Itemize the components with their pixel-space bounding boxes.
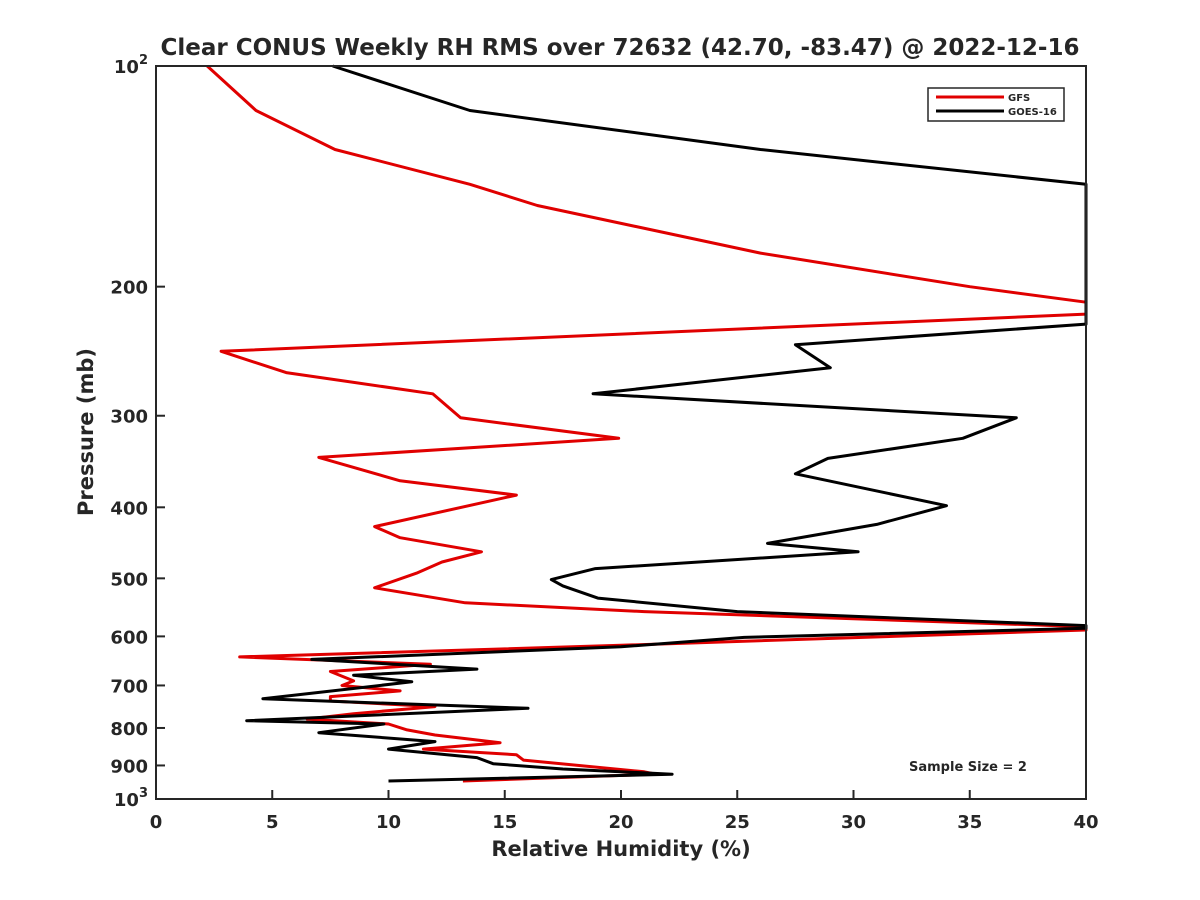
x-axis: 0 5 10 15 20 25 30 35 40 (150, 790, 1099, 833)
legend-label: GFS (1008, 93, 1030, 104)
y-tick-label: 200 (110, 278, 148, 299)
legend-label: GOES-16 (1008, 107, 1057, 118)
y-tick-label: 700 (110, 676, 148, 697)
y-tick-label: 600 (110, 627, 148, 648)
y-tick-label-base: 900 (110, 756, 148, 777)
y-tick-label: 103 (114, 786, 148, 811)
y-tick-label: 400 (110, 498, 148, 519)
y-tick-label: 800 (110, 719, 148, 740)
x-tick-label: 5 (266, 812, 279, 833)
y-tick-label: 102 (114, 53, 148, 78)
y-tick-label-base: 500 (110, 569, 148, 590)
y-tick-label-base: 10 (114, 790, 139, 811)
y-tick-label-base: 10 (114, 57, 139, 78)
y-tick-label-base: 400 (110, 498, 148, 519)
y-tick-label: 900 (110, 756, 148, 777)
x-tick-label: 20 (608, 812, 633, 833)
x-tick-label: 15 (492, 812, 517, 833)
y-tick-label: 300 (110, 407, 148, 428)
y-tick-label-base: 800 (110, 719, 148, 740)
y-tick-label-base: 700 (110, 676, 148, 697)
y-tick-label-exponent: 2 (139, 53, 148, 68)
x-tick-label: 30 (841, 812, 866, 833)
x-tick-label: 25 (725, 812, 750, 833)
x-axis-label: Relative Humidity (%) (491, 837, 750, 861)
x-tick-label: 35 (957, 812, 982, 833)
sample-size-annotation: Sample Size = 2 (909, 760, 1027, 775)
legend: GFS GOES-16 (927, 87, 1065, 122)
y-tick-label-base: 600 (110, 627, 148, 648)
y-axis-label: Pressure (mb) (74, 348, 98, 516)
y-tick-label-base: 300 (110, 407, 148, 428)
y-tick-label-exponent: 3 (139, 786, 148, 801)
x-tick-label: 10 (376, 812, 401, 833)
x-tick-label: 40 (1073, 812, 1098, 833)
x-tick-label: 0 (150, 812, 163, 833)
y-tick-label-base: 200 (110, 278, 148, 299)
legend-box (927, 87, 1065, 122)
series-line-goes-16 (245, 64, 1088, 783)
y-tick-label: 500 (110, 569, 148, 590)
chart-title: Clear CONUS Weekly RH RMS over 72632 (42… (161, 35, 1080, 61)
